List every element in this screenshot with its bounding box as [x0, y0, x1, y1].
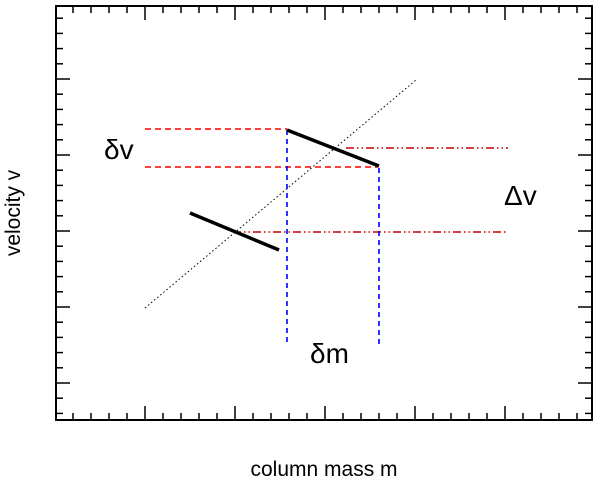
x-axis-label: column mass m — [250, 458, 397, 480]
upper-velocity-segment — [286, 128, 380, 168]
delta-m-label: δm — [310, 338, 349, 369]
y-axis-label: velocity v — [2, 169, 25, 256]
lower-velocity-segment — [189, 211, 280, 252]
delta-v-large-label: Δv — [504, 180, 537, 211]
axis-ticks — [56, 6, 592, 420]
dotted-reference-line — [144, 79, 417, 309]
plot-frame — [55, 5, 593, 421]
delta-v-small-label: δv — [104, 134, 134, 165]
